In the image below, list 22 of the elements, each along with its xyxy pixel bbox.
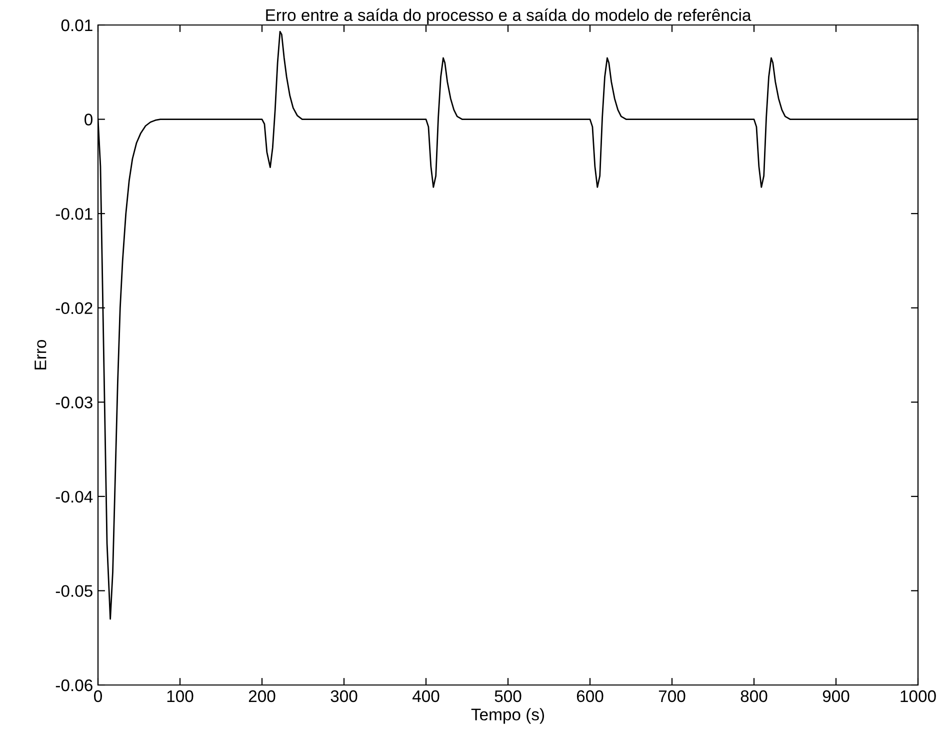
x-tick-label: 700 (658, 690, 686, 702)
x-tick-label: 800 (740, 690, 768, 702)
x-tick-label: 500 (494, 690, 522, 702)
x-axis-title: Tempo (s) (471, 708, 544, 724)
x-tick-label: 300 (330, 690, 358, 702)
x-tick-label: 0 (94, 690, 102, 702)
x-tick-label: 1000 (900, 690, 936, 702)
y-tick-label: -0.02 (56, 302, 92, 314)
x-tick-label: 100 (167, 690, 194, 702)
y-tick-label: 0 (84, 114, 92, 126)
y-tick-label: -0.05 (56, 585, 92, 597)
x-tick-label: 900 (822, 690, 850, 702)
x-tick-label: 600 (576, 690, 604, 702)
y-axis-title: Erro (34, 340, 46, 370)
y-tick-label: 0.01 (61, 19, 92, 32)
y-tick-label: -0.03 (56, 396, 92, 408)
x-tick-label: 400 (412, 690, 440, 702)
y-tick-label: -0.01 (56, 208, 92, 220)
y-tick-label: -0.06 (56, 679, 92, 692)
y-tick-label: -0.04 (56, 490, 93, 503)
x-tick-label: 200 (248, 690, 276, 702)
chart-title: Erro entre a saída do processo e a saída do modelo de referência (266, 8, 752, 24)
